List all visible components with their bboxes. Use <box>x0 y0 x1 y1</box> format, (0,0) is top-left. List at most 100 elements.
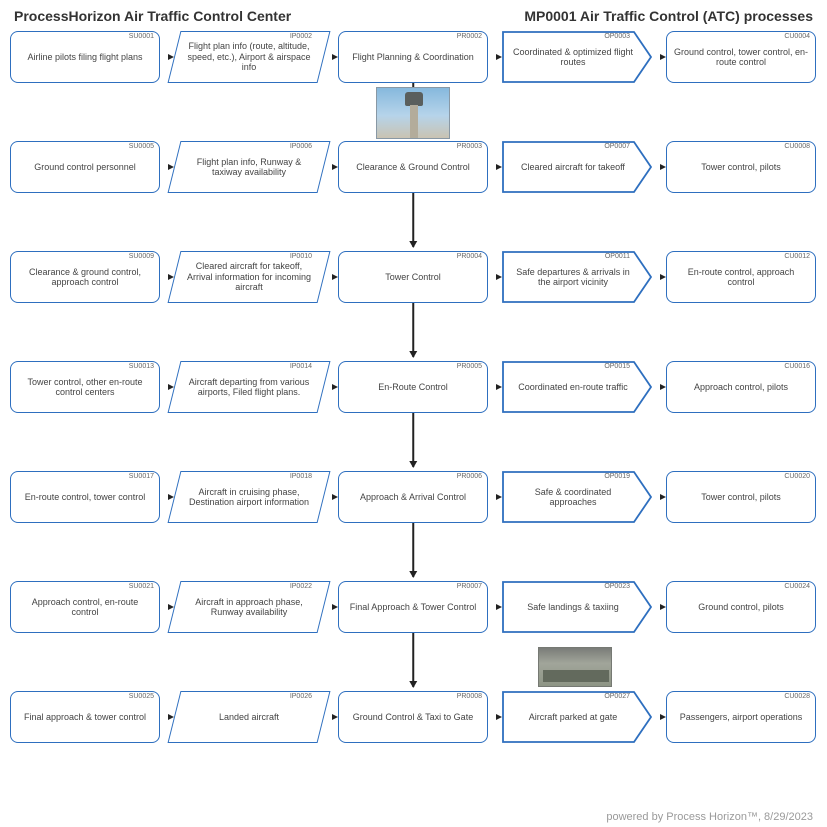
connector-arrow-down <box>412 523 414 577</box>
connector-arrow-right <box>161 387 173 388</box>
output-box: Safe departures & arrivals in the airpor… <box>502 251 652 303</box>
connector-arrow-right <box>653 167 665 168</box>
input-box: Cleared aircraft for takeoff, Arrival in… <box>174 251 324 303</box>
customer-box-label: Approach control, pilots <box>694 382 788 392</box>
connector-arrow-right <box>161 277 173 278</box>
input-box-code: IP0002 <box>290 33 312 40</box>
connector-arrow-right <box>161 497 173 498</box>
connector-arrow-right <box>325 387 337 388</box>
header-right: MP0001 Air Traffic Control (ATC) process… <box>524 8 813 24</box>
supplier-box-code: SU0013 <box>129 363 154 370</box>
customer-box: Passengers, airport operations CU0028 <box>666 691 816 743</box>
process-box-label: Final Approach & Tower Control <box>350 602 476 612</box>
connector-arrow-right <box>653 607 665 608</box>
output-box: Safe landings & taxiing OP0023 <box>502 581 652 633</box>
input-box: Flight plan info, Runway & taxiway avail… <box>174 141 324 193</box>
customer-box-code: CU0020 <box>784 473 810 480</box>
sipoc-row: Tower control, other en-route control ce… <box>10 358 817 416</box>
customer-box-label: Ground control, pilots <box>698 602 784 612</box>
connector-arrow-right <box>325 717 337 718</box>
customer-box: Tower control, pilots CU0008 <box>666 141 816 193</box>
output-box: Coordinated & optimized flight routes OP… <box>502 31 652 83</box>
input-box-code: IP0018 <box>290 473 312 480</box>
customer-box-label: Passengers, airport operations <box>680 712 803 722</box>
input-box: Aircraft in cruising phase, Destination … <box>174 471 324 523</box>
connector-arrow-right <box>161 57 173 58</box>
supplier-box: Final approach & tower control SU0025 <box>10 691 160 743</box>
process-box: Final Approach & Tower Control PR0007 <box>338 581 488 633</box>
process-box-label: Approach & Arrival Control <box>360 492 466 502</box>
customer-box-code: CU0004 <box>784 33 810 40</box>
supplier-box: Ground control personnel SU0005 <box>10 141 160 193</box>
connector-arrow-down <box>412 413 414 467</box>
connector-arrow-right <box>653 497 665 498</box>
sipoc-grid: Airline pilots filing flight plans SU000… <box>0 28 827 746</box>
input-box-code: IP0006 <box>290 143 312 150</box>
customer-box-code: CU0008 <box>784 143 810 150</box>
input-box: Landed aircraft IP0026 <box>174 691 324 743</box>
connector-arrow-right <box>161 717 173 718</box>
supplier-box-label: Approach control, en-route control <box>17 597 153 618</box>
supplier-box: Clearance & ground control, approach con… <box>10 251 160 303</box>
input-box: Aircraft departing from various airports… <box>174 361 324 413</box>
customer-box-code: CU0012 <box>784 253 810 260</box>
connector-arrow-right <box>489 717 501 718</box>
connector-arrow-right <box>489 497 501 498</box>
process-box: Approach & Arrival Control PR0006 <box>338 471 488 523</box>
customer-box: Tower control, pilots CU0020 <box>666 471 816 523</box>
sipoc-row: Final approach & tower control SU0025 La… <box>10 688 817 746</box>
connector-arrow-right <box>161 607 173 608</box>
sipoc-row: Airline pilots filing flight plans SU000… <box>10 28 817 86</box>
connector-arrow-right <box>325 607 337 608</box>
supplier-box-code: SU0001 <box>129 33 154 40</box>
connector-arrow-right <box>653 717 665 718</box>
input-box: Aircraft in approach phase, Runway avail… <box>174 581 324 633</box>
sipoc-row: Clearance & ground control, approach con… <box>10 248 817 306</box>
supplier-box: Tower control, other en-route control ce… <box>10 361 160 413</box>
sipoc-row: Ground control personnel SU0005 Flight p… <box>10 138 817 196</box>
process-box-code: PR0002 <box>457 33 482 40</box>
connector-arrow-right <box>325 57 337 58</box>
supplier-box: Approach control, en-route control SU002… <box>10 581 160 633</box>
output-box-code: OP0003 <box>604 33 630 40</box>
connector-arrow-right <box>325 277 337 278</box>
customer-box-code: CU0028 <box>784 693 810 700</box>
connector-arrow-down <box>412 193 414 247</box>
process-box: Flight Planning & Coordination PR0002 <box>338 31 488 83</box>
output-box-code: OP0011 <box>605 253 630 260</box>
input-box-code: IP0014 <box>290 363 312 370</box>
output-box-code: OP0027 <box>604 693 630 700</box>
supplier-box-code: SU0021 <box>129 583 154 590</box>
supplier-box-label: Final approach & tower control <box>24 712 146 722</box>
connector-arrow-right <box>489 387 501 388</box>
input-box-code: IP0026 <box>290 693 312 700</box>
input-box-code: IP0010 <box>290 253 312 260</box>
control-tower-image <box>376 87 450 139</box>
customer-box-label: En-route control, approach control <box>673 267 809 288</box>
process-box: En-Route Control PR0005 <box>338 361 488 413</box>
diagram-header: ProcessHorizon Air Traffic Control Cente… <box>0 0 827 28</box>
output-box-code: OP0007 <box>604 143 630 150</box>
process-box-label: En-Route Control <box>378 382 448 392</box>
supplier-box-code: SU0005 <box>129 143 154 150</box>
connector-arrow-right <box>653 277 665 278</box>
customer-box-label: Ground control, tower control, en-route … <box>673 47 809 68</box>
output-box-code: OP0023 <box>604 583 630 590</box>
supplier-box-code: SU0017 <box>129 473 154 480</box>
header-left: ProcessHorizon Air Traffic Control Cente… <box>14 8 291 24</box>
output-box: Cleared aircraft for takeoff OP0007 <box>502 141 652 193</box>
customer-box: Ground control, tower control, en-route … <box>666 31 816 83</box>
supplier-box: En-route control, tower control SU0017 <box>10 471 160 523</box>
customer-box-code: CU0024 <box>784 583 810 590</box>
supplier-box-label: En-route control, tower control <box>25 492 146 502</box>
process-box-label: Flight Planning & Coordination <box>352 52 474 62</box>
customer-box-code: CU0016 <box>784 363 810 370</box>
process-box: Clearance & Ground Control PR0003 <box>338 141 488 193</box>
process-box-code: PR0004 <box>457 253 482 260</box>
output-box: Safe & coordinated approaches OP0019 <box>502 471 652 523</box>
supplier-box-code: SU0009 <box>129 253 154 260</box>
connector-arrow-right <box>489 57 501 58</box>
process-box-code: PR0005 <box>457 363 482 370</box>
process-box-label: Ground Control & Taxi to Gate <box>353 712 473 722</box>
output-box-code: OP0015 <box>604 363 630 370</box>
